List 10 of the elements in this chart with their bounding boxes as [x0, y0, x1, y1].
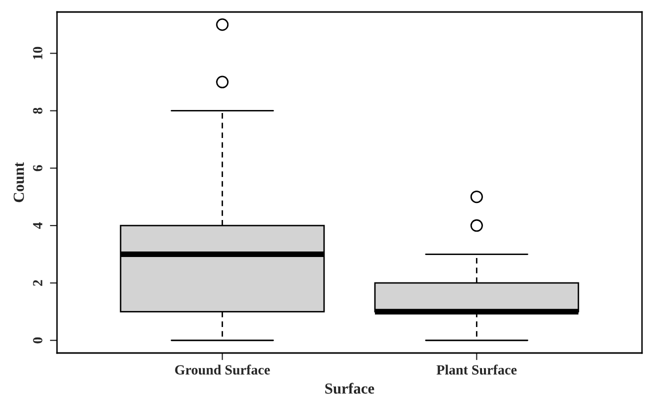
x-tick-label: Ground Surface — [175, 364, 270, 375]
y-tick-label: 10 — [33, 46, 42, 60]
y-tick-label: 4 — [33, 222, 42, 229]
y-tick-label: 2 — [33, 280, 42, 286]
y-tick-label: 8 — [33, 108, 42, 114]
y-tick-label: 6 — [33, 165, 42, 172]
x-tick-label: Plant Surface — [436, 364, 517, 375]
y-tick-label: 0 — [33, 337, 42, 344]
y-axis-title: Count — [14, 162, 24, 202]
x-axis-title: Surface — [325, 382, 374, 394]
